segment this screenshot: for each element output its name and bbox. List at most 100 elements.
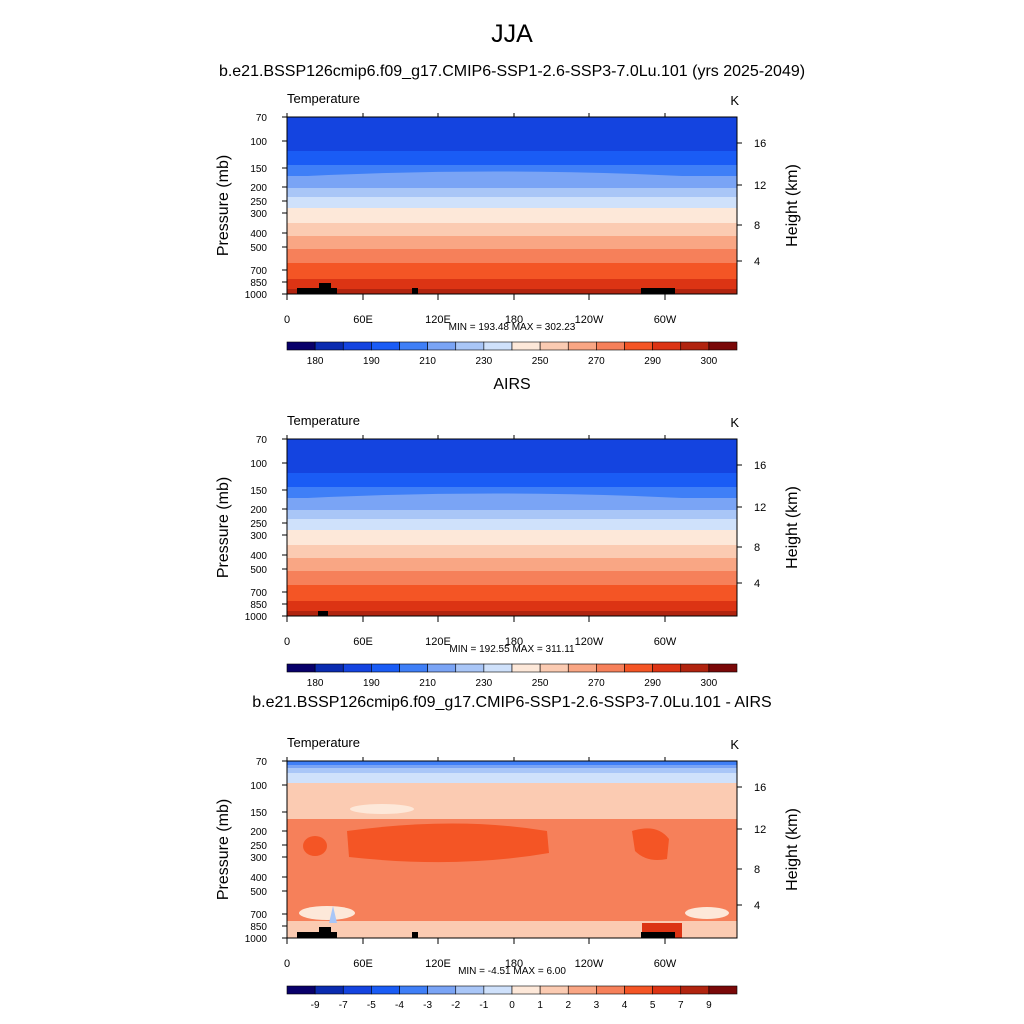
y-tick-label: 400 bbox=[250, 229, 267, 240]
y-tick-label: 100 bbox=[250, 459, 267, 470]
colorbar-box bbox=[596, 663, 625, 673]
units-label: K bbox=[730, 415, 739, 430]
plot-frame bbox=[286, 116, 738, 295]
contour-band bbox=[287, 921, 737, 938]
contour-band bbox=[287, 208, 737, 223]
colorbar-label: 4 bbox=[622, 1000, 628, 1011]
y-tick-label: 500 bbox=[250, 243, 267, 254]
stats-label: MIN = 192.55 MAX = 311.11 bbox=[449, 644, 575, 655]
contour-band bbox=[287, 473, 737, 487]
y-tick-label: 150 bbox=[250, 808, 267, 819]
colorbar-box bbox=[511, 985, 541, 995]
y2-tick-label: 8 bbox=[754, 220, 760, 232]
y-tick-label: 70 bbox=[256, 113, 268, 124]
contour-band bbox=[287, 151, 737, 165]
contour-region bbox=[350, 804, 414, 814]
colorbar-label: 230 bbox=[476, 678, 493, 689]
contour-band bbox=[287, 510, 737, 519]
y2-tick-label: 16 bbox=[754, 782, 766, 794]
y-tick-label: 100 bbox=[250, 137, 267, 148]
contour-band bbox=[287, 530, 737, 545]
topography bbox=[318, 611, 328, 616]
contour-region bbox=[287, 171, 737, 187]
colorbar-box bbox=[342, 985, 372, 995]
y2-tick-label: 8 bbox=[754, 864, 760, 876]
colorbar-box bbox=[624, 663, 653, 673]
y2-tick-label: 16 bbox=[754, 138, 766, 150]
colorbar-label: 250 bbox=[532, 356, 549, 367]
colorbar-label: -2 bbox=[451, 1000, 460, 1011]
colorbar-label: 210 bbox=[419, 356, 436, 367]
x-tick-label: 60E bbox=[353, 314, 373, 326]
y-tick-label: 250 bbox=[250, 519, 267, 530]
x-tick-label: 120E bbox=[425, 636, 451, 648]
y-tick-label: 300 bbox=[250, 209, 267, 220]
topography bbox=[412, 932, 418, 938]
x-tick-label: 60W bbox=[654, 636, 677, 648]
y-tick-label: 1000 bbox=[245, 290, 268, 301]
plot-frame bbox=[286, 760, 738, 939]
field-label: Temperature bbox=[287, 413, 360, 428]
contour-region bbox=[303, 836, 327, 856]
x-tick-label: 60E bbox=[353, 958, 373, 970]
y-tick-label: 500 bbox=[250, 565, 267, 576]
x-tick-label: 180 bbox=[505, 636, 523, 648]
x-tick-label: 60W bbox=[654, 314, 677, 326]
y-tick-label: 200 bbox=[250, 183, 267, 194]
colorbar-box bbox=[708, 985, 738, 995]
contour-band bbox=[287, 585, 737, 601]
y-tick-label: 200 bbox=[250, 505, 267, 516]
colorbar-box bbox=[539, 663, 569, 673]
colorbar-box bbox=[652, 663, 682, 673]
y-tick-label: 150 bbox=[250, 164, 267, 175]
plot-frame bbox=[286, 438, 738, 617]
colorbar-box bbox=[427, 985, 457, 995]
y-tick-label: 1000 bbox=[245, 612, 268, 623]
colorbar-box bbox=[399, 985, 428, 995]
colorbar-box bbox=[286, 985, 316, 995]
colorbar-box bbox=[286, 341, 316, 351]
x-tick-label: 60E bbox=[353, 636, 373, 648]
x-tick-label: 60W bbox=[654, 958, 677, 970]
colorbar-label: 5 bbox=[650, 1000, 656, 1011]
y-tick-label: 70 bbox=[256, 757, 268, 768]
colorbar-box bbox=[596, 985, 625, 995]
colorbar-box bbox=[624, 985, 653, 995]
colorbar-label: 180 bbox=[307, 678, 324, 689]
colorbar-label: -7 bbox=[339, 1000, 348, 1011]
y-tick-label: 700 bbox=[250, 588, 267, 599]
contour-band bbox=[287, 773, 737, 783]
colorbar-box bbox=[314, 341, 344, 351]
colorbar-box bbox=[455, 341, 485, 351]
y-axis-label: Pressure (mb) bbox=[215, 477, 232, 578]
contour-band bbox=[287, 783, 737, 819]
contour-band bbox=[287, 519, 737, 530]
y-tick-label: 850 bbox=[250, 278, 267, 289]
contour-band bbox=[287, 117, 737, 151]
colorbar-label: -9 bbox=[311, 1000, 320, 1011]
colorbar-label: 190 bbox=[363, 678, 380, 689]
field-label: Temperature bbox=[287, 91, 360, 106]
topography bbox=[641, 932, 675, 938]
y-axis-label: Pressure (mb) bbox=[215, 155, 232, 256]
y-tick-label: 400 bbox=[250, 551, 267, 562]
y-tick-label: 100 bbox=[250, 781, 267, 792]
colorbar-box bbox=[371, 341, 400, 351]
colorbar-label: 250 bbox=[532, 678, 549, 689]
colorbar-label: 300 bbox=[701, 356, 718, 367]
contour-band bbox=[287, 289, 737, 294]
y-tick-label: 250 bbox=[250, 841, 267, 852]
contour-band bbox=[287, 558, 737, 571]
topography bbox=[297, 932, 337, 938]
colorbar-label: 290 bbox=[644, 356, 661, 367]
colorbar-box bbox=[483, 985, 513, 995]
y-tick-label: 150 bbox=[250, 486, 267, 497]
y-tick-label: 700 bbox=[250, 266, 267, 277]
y-tick-label: 70 bbox=[256, 435, 268, 446]
colorbar-box bbox=[342, 341, 372, 351]
y2-tick-label: 12 bbox=[754, 502, 766, 514]
colorbar-label: 210 bbox=[419, 678, 436, 689]
y-tick-label: 400 bbox=[250, 873, 267, 884]
